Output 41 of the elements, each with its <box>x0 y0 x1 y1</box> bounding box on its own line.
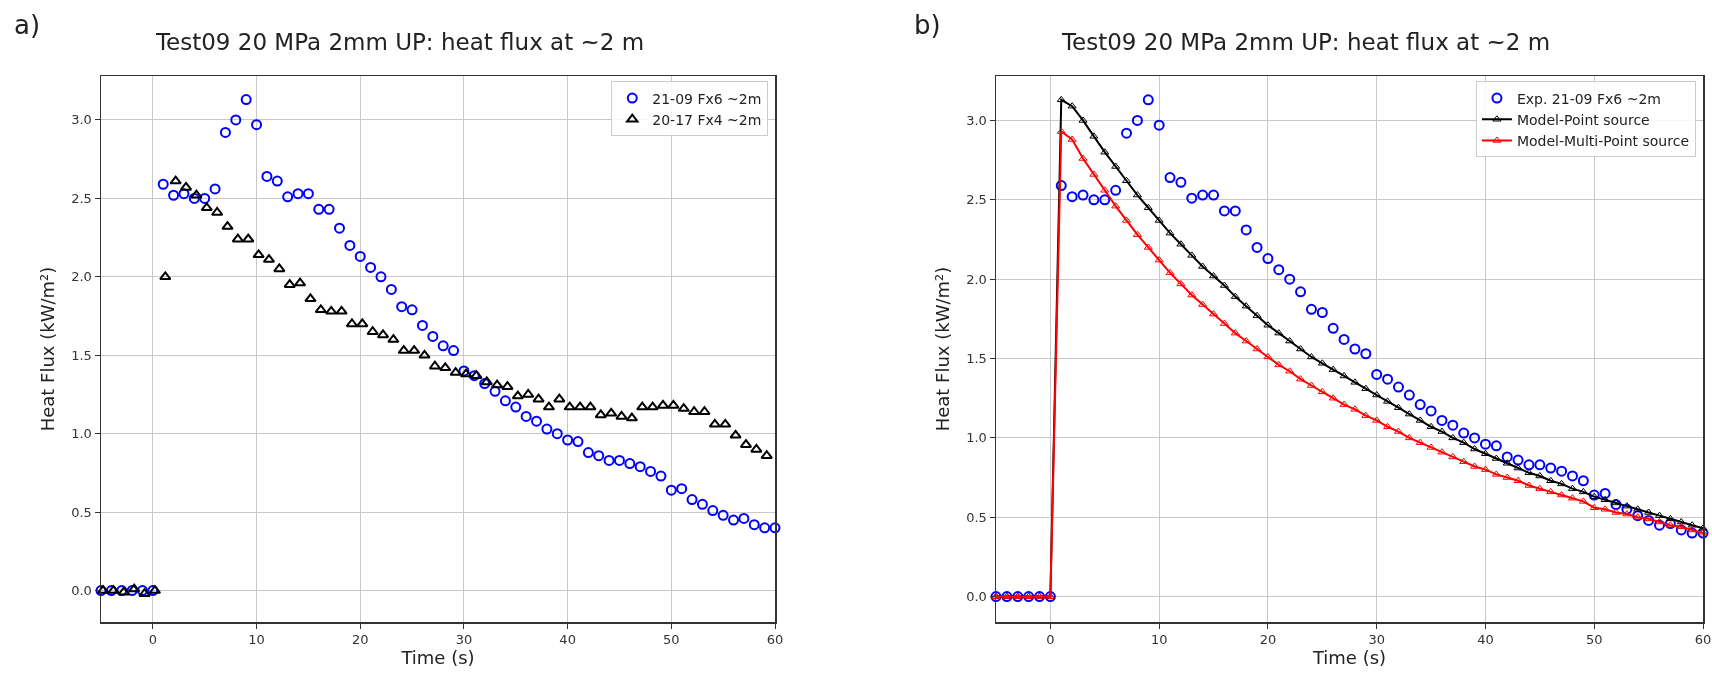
x-tick-label: 50 <box>663 632 680 648</box>
x-tick-label: 40 <box>1477 632 1494 648</box>
x-tick-label: 60 <box>1694 632 1712 648</box>
y-tick-label: 1.0 <box>71 426 92 442</box>
x-tick-label: 30 <box>455 632 473 648</box>
legend-label: 21-09 Fx6 ~2m <box>652 90 762 107</box>
y-tick-label: 0.5 <box>966 509 987 525</box>
y-tick-label: 2.5 <box>966 192 987 208</box>
y-tick-label: 1.5 <box>966 351 987 367</box>
y-tick-label: 1.5 <box>71 347 92 363</box>
x-tick-label: 30 <box>1368 632 1385 648</box>
y-tick-label: 2.0 <box>966 271 987 287</box>
legend-label: Model-Multi-Point source <box>1516 132 1689 149</box>
legend-label: Exp. 21-09 Fx6 ~2m <box>1516 90 1661 107</box>
x-tick-label: 50 <box>1585 632 1603 648</box>
x-tick-label: 10 <box>1150 632 1168 648</box>
chart-title: Test09 20 MPa 2mm UP: heat flux at ~2 m <box>1060 29 1551 55</box>
x-tick-label: 20 <box>1259 632 1277 648</box>
text: a) <box>14 10 41 40</box>
x-tick-label: 60 <box>766 632 784 648</box>
legend-label: 20-17 Fx4 ~2m <box>652 111 762 128</box>
x-tick-label: 0 <box>1046 632 1055 648</box>
x-tick-label: 10 <box>248 632 265 648</box>
y-tick-label: 2.0 <box>71 269 92 285</box>
x-tick-label: 20 <box>351 632 369 648</box>
y-tick-label: 3.0 <box>71 112 92 128</box>
y-tick-label: 1.0 <box>966 430 987 446</box>
y-tick-label: 0.0 <box>71 583 92 599</box>
text: b) <box>914 10 941 40</box>
y-axis-title: Heat Flux (kW/m²) <box>36 266 58 432</box>
y-axis-title: Heat Flux (kW/m²) <box>931 266 953 432</box>
y-tick-label: 3.0 <box>966 112 987 128</box>
x-tick-label: 40 <box>559 632 576 648</box>
x-tick-label: 0 <box>148 632 157 648</box>
legend-label: Model-Point source <box>1516 111 1650 128</box>
x-axis-title: Time (s) <box>400 647 475 669</box>
y-tick-label: 0.5 <box>71 504 92 520</box>
x-axis-title: Time (s) <box>1311 647 1387 669</box>
chart-title: Test09 20 MPa 2mm UP: heat flux at ~2 m <box>154 29 645 55</box>
y-tick-label: 0.0 <box>966 589 987 605</box>
y-tick-label: 2.5 <box>71 190 92 206</box>
